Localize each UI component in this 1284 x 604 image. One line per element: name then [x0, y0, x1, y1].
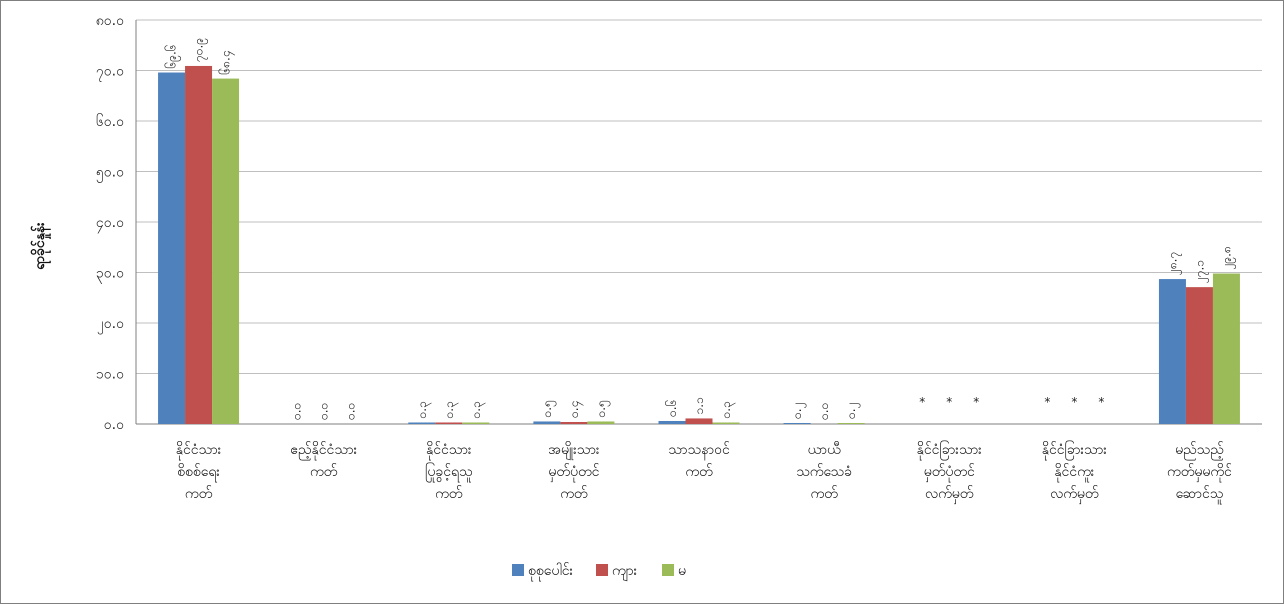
category-label: ပြုခွင့်ရသူ	[425, 463, 473, 482]
category-label: ကတ်	[185, 486, 213, 502]
category-label: ကတ်	[560, 486, 588, 502]
bar	[658, 420, 686, 424]
bar	[533, 421, 561, 424]
bars	[158, 65, 1240, 425]
y-tick-label: ၇၀.၀	[96, 64, 124, 82]
data-label: ၀.၅	[540, 400, 557, 417]
bar	[185, 65, 213, 424]
category-label: ကတ်မှမကိုင်	[1167, 464, 1232, 482]
data-label: *	[1044, 395, 1050, 409]
data-label: ၀.၄	[567, 401, 584, 418]
data-label: ၀.၃	[415, 401, 432, 418]
y-tick-label: ၆၀.၀	[96, 114, 124, 130]
legend-label: ကျား	[612, 563, 638, 581]
category-label: နိုင်ငံသား	[426, 442, 472, 460]
category-label: နိုင်ငံခြားသား	[917, 441, 983, 460]
data-label: *	[973, 395, 979, 409]
data-label: ၀.၀	[317, 403, 331, 420]
category-label: ဆောင်သူ	[1176, 486, 1224, 504]
category-label: မှတ်ပုံတင်	[924, 464, 975, 482]
data-label: ၇၀.၉	[192, 38, 209, 62]
y-tick-label: ၄၀.၀	[96, 215, 124, 233]
category-label: သာသနာဝင်	[668, 442, 730, 460]
bar	[560, 421, 588, 424]
data-label: ၀.၃	[719, 401, 736, 418]
bar	[837, 422, 865, 424]
bar	[1212, 273, 1240, 424]
y-axis-ticks: ၀.၀ ၁၀.၀ ၂၀.၀ ၃၀.၀ ၄၀.၀ ၅၀.၀ ၆၀.၀ ၇၀.၀ ၈၀.၀	[96, 13, 124, 433]
category-label: စိစစ်ရေး	[177, 464, 220, 482]
legend-swatch	[662, 564, 674, 576]
bar	[212, 78, 240, 424]
data-label: ၀.၂	[844, 403, 861, 419]
data-label: *	[919, 395, 925, 409]
category-label: ဧည့်နိုင်ငံသား	[290, 442, 357, 460]
legend: စုစုပေါင်း ကျား မ	[512, 563, 686, 581]
category-label: ကတ်	[685, 464, 713, 480]
data-label: ၆၉.၆	[164, 44, 182, 68]
bar	[587, 421, 615, 424]
data-label: ၆၈.၄	[218, 50, 236, 74]
y-tick-label: ၃၀.၀	[96, 266, 124, 284]
legend-label: မ	[678, 563, 686, 579]
legend-swatch	[596, 564, 608, 576]
bar	[712, 422, 740, 424]
data-label: ၀.၃	[442, 401, 459, 418]
category-label: အမျိုးသား	[548, 442, 600, 460]
category-label: နိုင်ငံခြားသား	[1042, 441, 1108, 460]
data-label: ၀.၂	[790, 403, 807, 419]
bar	[408, 422, 436, 424]
data-label: ၂၉.၈	[1219, 246, 1236, 269]
category-label: ကတ်	[435, 486, 463, 502]
bar	[435, 422, 463, 424]
category-label: မည်သည့်	[1175, 442, 1224, 460]
x-axis-categories: နိုင်ငံသားစိစစ်ရေးကတ်ဧည့်နိုင်ငံသားကတ်နိ…	[176, 441, 1232, 504]
data-label: ၀.၃	[469, 401, 486, 418]
bar	[462, 422, 490, 424]
y-tick-label: ၈၀.၀	[96, 13, 124, 29]
category-label: နိုင်ငံသား	[176, 442, 222, 460]
bar	[685, 418, 713, 424]
y-tick-label: ၀.၀	[104, 417, 124, 433]
bar	[158, 72, 186, 425]
category-label: လက်မှတ်	[1050, 486, 1099, 504]
data-label: *	[1098, 395, 1104, 409]
bar	[783, 422, 811, 424]
data-label: ၀.၀	[817, 403, 831, 420]
data-labels: ၆၉.၆ ၇၀.၉၆၈.၄၀.၀ ၀.၀ ၀.၀ ၀.၃ ၀.၃ ၀.၃ ၀.၅ ၀.၄ ၀.၅ ၀…	[164, 38, 1237, 420]
category-label: ကတ်	[310, 464, 338, 480]
data-label: *	[1071, 395, 1077, 409]
category-label: နိုင်ငံကူး	[1054, 464, 1094, 482]
data-label: ၂၈.၇	[1165, 252, 1182, 275]
bar	[1185, 287, 1213, 424]
category-label: မှတ်ပုံတင်	[548, 464, 599, 482]
category-label: ကတ်	[810, 486, 838, 502]
category-label: သက်သေခံ	[796, 464, 852, 480]
legend-label: စုစုပေါင်း	[528, 563, 574, 581]
data-label: ၀.၅	[594, 400, 611, 417]
data-label: ၂၇.၁	[1192, 260, 1209, 283]
y-axis-label: ရာခိုင်နှုန်း	[31, 222, 51, 270]
data-label: ၀.၀	[290, 403, 304, 420]
data-label: ၀.၆	[664, 400, 679, 417]
data-label: *	[946, 395, 952, 409]
y-tick-label: ၂၀.၀	[97, 316, 124, 334]
legend-swatch	[512, 564, 524, 576]
y-tick-label: ၅၀.၀	[96, 165, 124, 183]
bar	[1158, 279, 1186, 424]
data-label: ၁.၁	[692, 397, 706, 414]
y-tick-label: ၁၀.၀	[96, 367, 124, 383]
category-label: လက်မှတ်	[925, 486, 974, 504]
gridlines	[135, 19, 1262, 425]
category-label: ယာယီ	[808, 442, 841, 458]
data-label: ၀.၀	[344, 403, 358, 420]
